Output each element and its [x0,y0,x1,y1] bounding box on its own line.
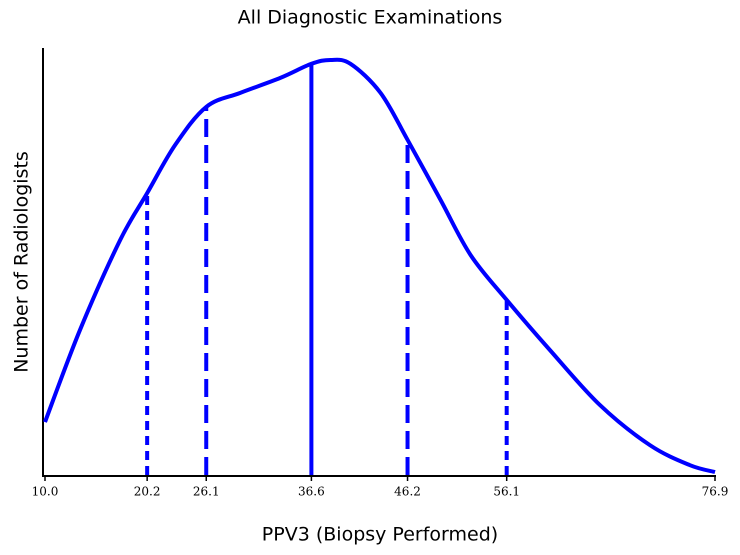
x-tick-label: 46.2 [394,485,421,499]
x-tick-label: 56.1 [493,485,520,499]
x-tick-label: 26.1 [193,485,220,499]
density-curve [43,57,716,474]
x-axis-label: PPV3 (Biopsy Performed) [262,524,498,546]
chart-title: All Diagnostic Examinations [238,7,503,29]
y-axis-label: Number of Radiologists [11,151,33,373]
x-tick-label: 20.2 [134,485,161,499]
x-tick-label: 76.9 [702,485,729,499]
x-tick-label: 36.6 [298,485,325,499]
x-tick-label: 10.0 [32,485,59,499]
